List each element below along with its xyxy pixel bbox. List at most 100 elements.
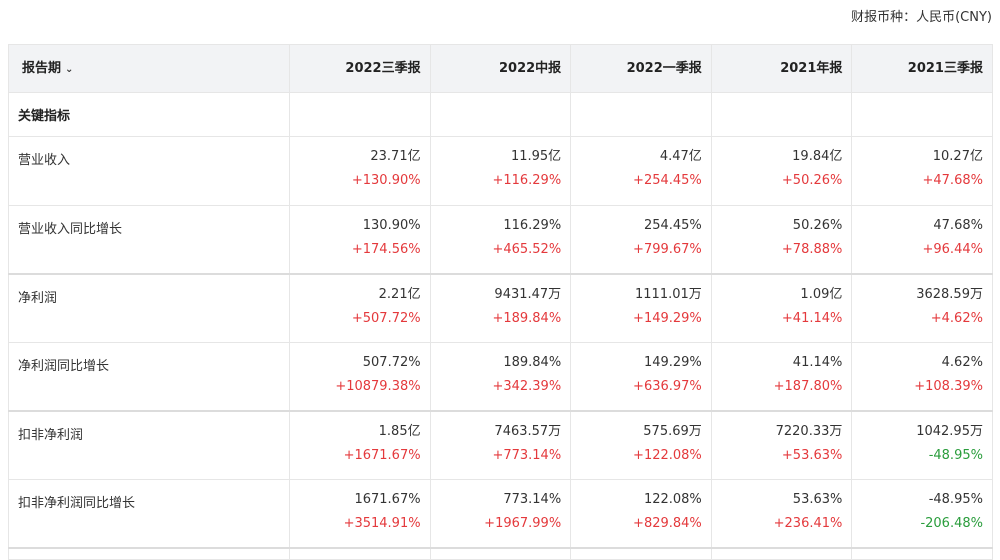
cell-value: 7463.57万 [494,423,562,439]
cell-change: +174.56% [351,241,421,257]
cell-change: +4.62% [930,310,983,326]
cell-value: 189.84% [503,354,562,370]
cell-change: +829.84% [633,515,702,531]
cell-value: 130.90% [362,217,421,233]
financial-indicators-table: 报告期 ⌄ 2022三季报 2022中报 2022一季报 2021年报 2021三… [8,44,993,560]
cell-value: 3628.59万 [916,286,983,302]
column-header: 2022三季报 [289,44,431,93]
cell-value: 149.29% [643,354,702,370]
cell-change: +236.41% [773,515,843,531]
data-cell: 50.26% +78.88% [710,205,853,275]
cell-change: +149.29% [633,310,702,326]
cell-value: 4.47亿 [659,149,702,164]
cell-value: 10.27亿 [932,149,983,164]
data-cell: 4.62% +108.39% [851,342,993,412]
cell-change: +10879.38% [335,378,421,394]
cell-value: 122.08% [643,491,702,507]
column-header: 2021年报 [710,44,853,93]
table-row: 营业收入同比增长 130.90% +174.56% 116.29% +465.52% 25… [8,205,993,275]
table-row [8,547,993,560]
cell-value: 254.45% [643,217,702,233]
data-cell: 7463.57万 +773.14% [429,410,572,480]
section-row-key-indicators: 关键指标 [8,92,993,137]
cell-change: +3514.91% [343,515,421,531]
data-cell: 130.90% +174.56% [289,205,431,275]
data-cell: 3628.59万 +4.62% [851,273,993,343]
cell-change: +773.14% [492,447,562,463]
currency-indicator: 财报币种：人民币(CNY) [851,6,992,25]
cell-value: 19.84亿 [792,149,843,164]
data-cell: 507.72% +10879.38% [289,342,431,412]
data-cell: 19.84亿 +50.26% [710,136,853,206]
data-cell: 122.08% +829.84% [570,479,712,549]
table-row: 扣非净利润同比增长 1671.67% +3514.91% 773.14% +1967.9… [8,479,993,549]
cell-value: 50.26% [792,217,843,233]
cell-change: +108.39% [914,378,983,394]
cell-value: 7220.33万 [775,423,843,439]
data-cell: 1.85亿 +1671.67% [289,410,431,480]
cell-change: +50.26% [781,173,843,188]
data-cell: 1042.95万 -48.95% [851,410,993,480]
cell-value: 9431.47万 [494,286,562,302]
cell-change: +465.52% [492,241,562,257]
cell-change: +1967.99% [484,515,562,531]
table-row: 净利润 2.21亿 +507.72% 9431.47万 +189.84% 1111.01万… [8,273,993,343]
data-cell: 10.27亿 +47.68% [851,136,993,206]
cell-value: 53.63% [792,491,843,507]
column-header: 2022一季报 [570,44,712,93]
column-header: 2022中报 [429,44,572,93]
currency-label: 财报币种： [851,10,917,25]
data-cell: 23.71亿 +130.90% [289,136,431,206]
cell-change: -206.48% [920,515,983,531]
data-cell: 9431.47万 +189.84% [429,273,572,343]
cell-change: +130.90% [351,173,421,188]
data-cell: 41.14% +187.80% [710,342,853,412]
table-row: 扣非净利润 1.85亿 +1671.67% 7463.57万 +773.14% 575.6… [8,410,993,480]
cell-value: 1.09亿 [800,286,843,302]
cell-change: +96.44% [922,241,983,257]
cell-change: +636.97% [633,378,702,394]
report-period-label: 报告期 [22,61,62,76]
data-cell: 575.69万 +122.08% [570,410,712,480]
cell-change: -48.95% [928,447,983,463]
cell-value: 1671.67% [354,491,421,507]
cell-value: 116.29% [503,217,562,233]
cell-change: +189.84% [492,310,562,326]
cell-change: +1671.67% [343,447,421,463]
row-label: 扣非净利润 [8,410,290,480]
data-cell: 4.47亿 +254.45% [570,136,712,206]
data-cell: 773.14% +1967.99% [429,479,572,549]
report-period-dropdown[interactable]: 报告期 ⌄ [8,44,290,93]
cell-change: +342.39% [492,378,562,394]
chevron-down-icon: ⌄ [65,64,74,75]
cell-value: 507.72% [362,354,421,370]
cell-change: +47.68% [922,173,983,188]
cell-value: -48.95% [928,491,983,507]
data-cell: 1111.01万 +149.29% [570,273,712,343]
cell-value: 11.95亿 [510,149,562,164]
data-cell: 254.45% +799.67% [570,205,712,275]
row-label: 净利润 [8,273,290,343]
data-cell: 11.95亿 +116.29% [429,136,572,206]
cell-change: +78.88% [781,241,843,257]
cell-change: +122.08% [633,447,702,463]
data-cell: 2.21亿 +507.72% [289,273,431,343]
row-label: 扣非净利润同比增长 [8,479,290,549]
column-header: 2021三季报 [851,44,993,93]
row-label: 营业收入 [8,136,290,206]
cell-change: +116.29% [492,173,562,188]
cell-value: 47.68% [933,217,983,233]
table-row: 营业收入 23.71亿 +130.90% 11.95亿 +116.29% 4.47亿 +25… [8,136,993,206]
cell-value: 575.69万 [643,423,702,439]
data-cell: 7220.33万 +53.63% [710,410,853,480]
cell-value: 773.14% [503,491,562,507]
row-label: 净利润同比增长 [8,342,290,412]
currency-value: 人民币(CNY) [916,10,992,25]
data-cell: 47.68% +96.44% [851,205,993,275]
cell-change: +507.72% [351,310,421,326]
cell-value: 23.71亿 [370,149,421,164]
data-cell: -48.95% -206.48% [851,479,993,549]
cell-value: 4.62% [941,354,983,370]
cell-change: +799.67% [633,241,702,257]
section-title: 关键指标 [8,92,290,137]
